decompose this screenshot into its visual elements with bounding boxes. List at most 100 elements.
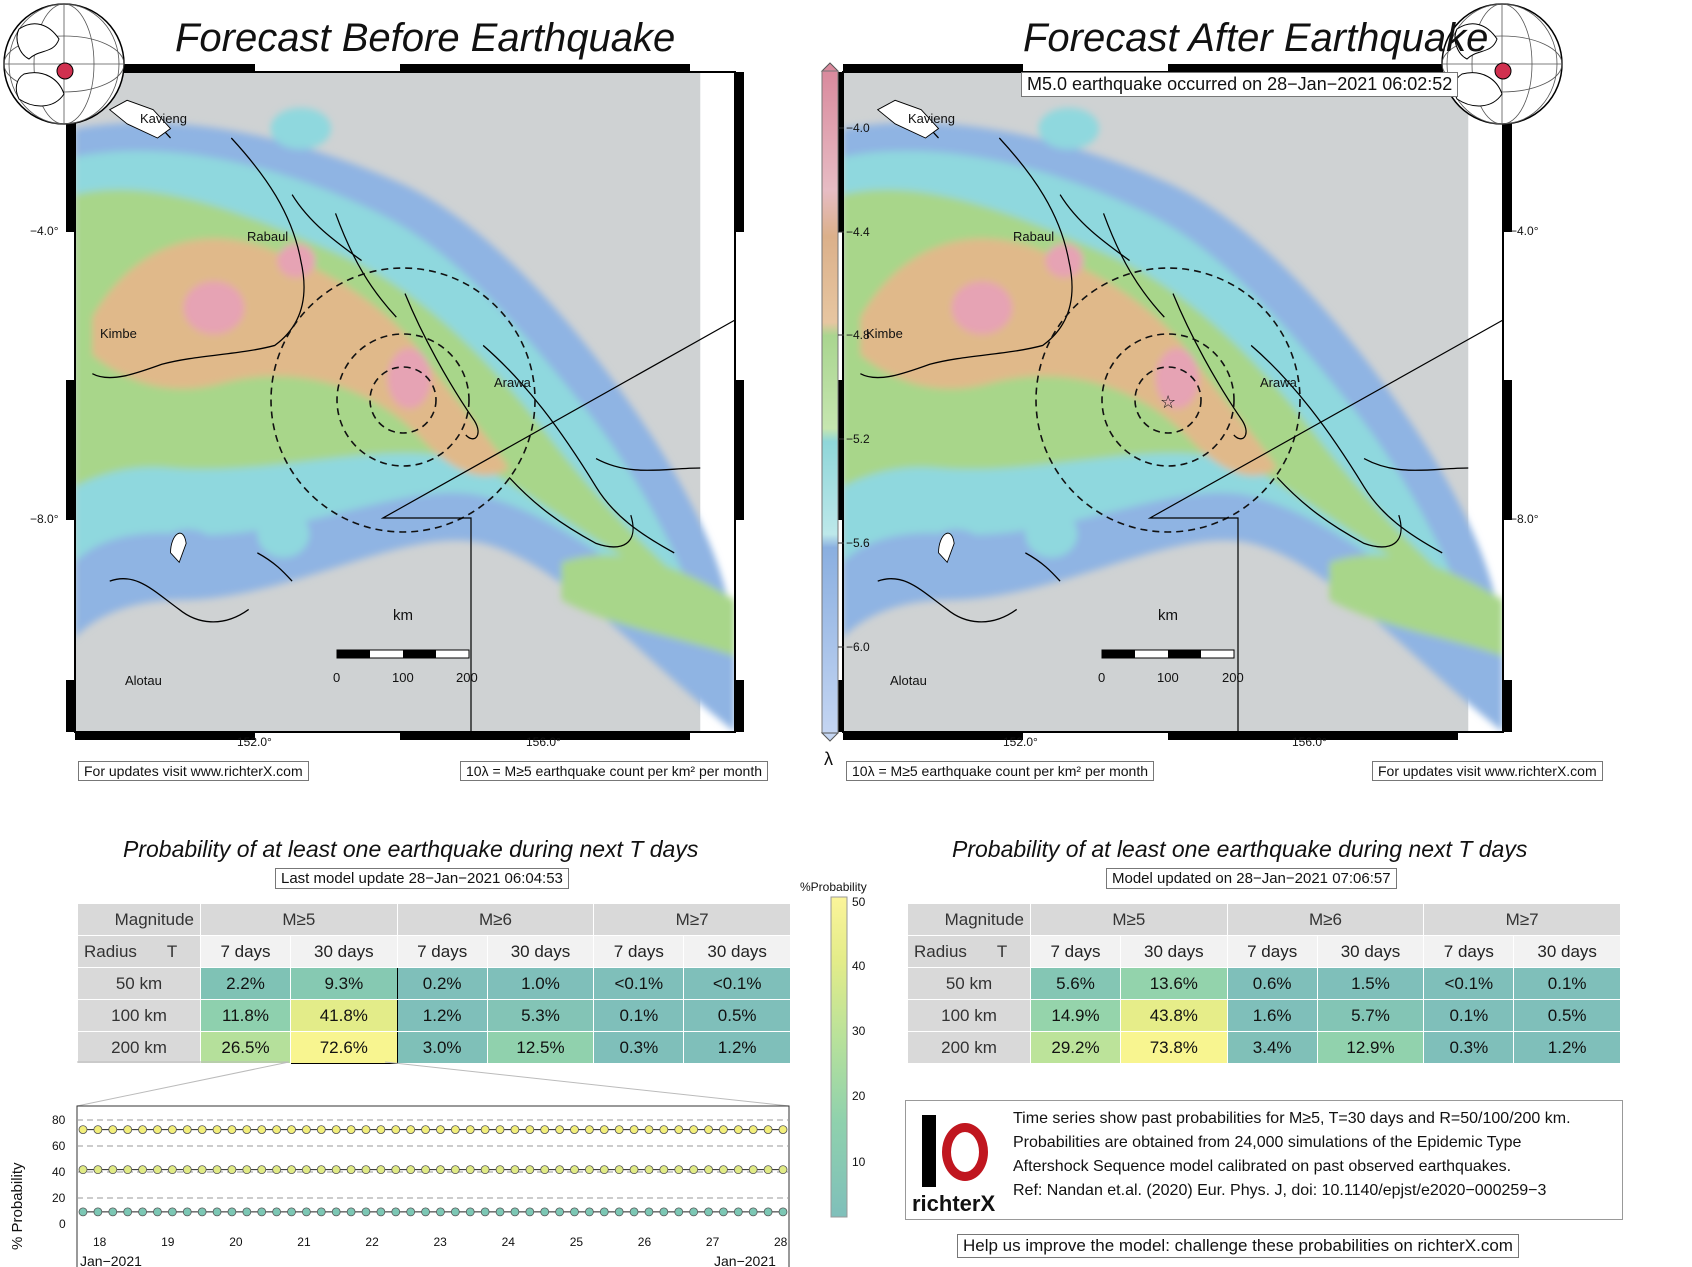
header-m7: M≥7 (1423, 903, 1621, 936)
ts-point (644, 1165, 654, 1175)
prob-cell: 72.6% (290, 1031, 398, 1064)
epicenter-star-icon: ☆ (1160, 392, 1176, 412)
row-radius: 200 km (907, 1031, 1031, 1064)
ts-point (182, 1207, 192, 1217)
ts-point (674, 1207, 684, 1217)
lat-label-8: −8.0° (30, 512, 59, 526)
lambda-colorbar: −4.0 −4.4 −4.8 −5.2 −5.6 −6.0 λ (820, 62, 870, 769)
cb-tick-3: −5.2 (846, 432, 870, 446)
ts-point (93, 1165, 103, 1175)
ts-point (495, 1207, 505, 1217)
ts-point (689, 1165, 699, 1175)
ts-point (719, 1207, 728, 1217)
prob-cell: <0.1% (1423, 967, 1515, 1000)
ts-point (257, 1165, 267, 1175)
period: 30 days (486, 935, 595, 968)
period: 30 days (290, 935, 398, 968)
ts-point (421, 1125, 430, 1135)
period: 7 days (593, 935, 685, 968)
ts-xtick-label: 19 (161, 1235, 175, 1249)
prob-cell: 0.1% (1513, 967, 1621, 1000)
ts-point (644, 1125, 654, 1135)
pcb-tick-30: 30 (852, 1024, 866, 1038)
ts-point (570, 1125, 579, 1135)
ts-xtick-label: 26 (638, 1235, 652, 1249)
after-update-note[interactable]: For updates visit www.richterX.com (1372, 761, 1603, 781)
ts-point (108, 1207, 118, 1217)
before-update-note[interactable]: For updates visit www.richterX.com (78, 761, 309, 781)
table-row: 100 km 14.9% 43.8% 1.6% 5.7% 0.1% 0.5% (907, 999, 1621, 1032)
ts-point (599, 1125, 609, 1135)
cb-tick-2: −4.8 (846, 328, 870, 342)
ts-point (138, 1125, 147, 1135)
ts-ylabel: % Probability (9, 1162, 26, 1250)
ts-point (212, 1165, 222, 1175)
header-m6: M≥6 (1226, 903, 1425, 936)
ts-point (748, 1165, 758, 1175)
prob-cell: 0.3% (593, 1031, 685, 1064)
ts-point (242, 1207, 252, 1217)
header-magnitude: Magnitude (907, 903, 1031, 936)
ts-point (525, 1165, 535, 1175)
lon-label-152-after: 152.0° (1003, 735, 1038, 749)
lat-label-4-after: −4.0° (1510, 224, 1539, 238)
ts-point (376, 1207, 386, 1217)
ts-point (555, 1165, 564, 1175)
prob-cell: 1.5% (1316, 967, 1425, 1000)
ts-point (599, 1165, 609, 1175)
title-after: Forecast After Earthquake (1023, 16, 1489, 60)
ts-point (584, 1165, 594, 1175)
header-m5: M≥5 (1030, 903, 1228, 936)
ts-point (540, 1207, 550, 1217)
table-row: 50 km 5.6% 13.6% 0.6% 1.5% <0.1% 0.1% (907, 967, 1621, 1000)
period: 7 days (1030, 935, 1121, 968)
ts-xtick-label: 23 (434, 1235, 448, 1249)
prob-cell: 1.6% (1226, 999, 1318, 1032)
ts-point (197, 1207, 207, 1217)
logo-text: richterX (912, 1191, 996, 1216)
ts-point (108, 1125, 118, 1135)
ts-point (659, 1207, 669, 1217)
ts-point (167, 1165, 177, 1175)
scale-bar-after (1101, 649, 1235, 659)
ts-xtick-label: 20 (229, 1235, 243, 1249)
pcb-tick-40: 40 (852, 959, 866, 973)
ts-point (272, 1165, 282, 1175)
ts-point (480, 1165, 490, 1175)
ts-point (555, 1207, 564, 1217)
ts-point (704, 1165, 713, 1175)
period: 30 days (683, 935, 791, 968)
ts-point (242, 1165, 252, 1175)
scale-bar (336, 649, 470, 659)
prob-cell: 5.3% (486, 999, 595, 1032)
map-before-field (75, 72, 735, 732)
lon-label-156: 156.0° (526, 735, 561, 749)
ts-point (346, 1125, 356, 1135)
prob-cell: 1.0% (486, 967, 595, 1000)
period: 30 days (1120, 935, 1228, 968)
prob-cell: 3.4% (1226, 1031, 1318, 1064)
prob-cell: 0.1% (1423, 999, 1515, 1032)
prob-colorbar: 50 40 30 20 10 (830, 896, 866, 1218)
help-link[interactable]: Help us improve the model: challenge the… (957, 1234, 1519, 1258)
table-row: 100 km 11.8% 41.8% 1.2% 5.3% 0.1% 0.5% (77, 999, 791, 1032)
ts-point (331, 1165, 341, 1175)
ts-point (331, 1207, 341, 1217)
ts-point (436, 1125, 445, 1135)
lat-label-4: −4.0° (30, 224, 59, 238)
ts-point (153, 1165, 162, 1175)
scale-tick-100-after: 100 (1157, 670, 1179, 685)
ts-point (376, 1125, 386, 1135)
ts-point (763, 1125, 773, 1135)
ts-xlabel-right: Jan−2021 (714, 1253, 776, 1267)
cb-tick-0: −4.0 (846, 121, 870, 135)
prob-cell: 2.2% (200, 967, 291, 1000)
prob-cell: 11.8% (200, 999, 291, 1032)
prob-cell: <0.1% (593, 967, 685, 1000)
ts-point (629, 1207, 639, 1217)
ts-point (540, 1125, 550, 1135)
prob-cell: 0.1% (593, 999, 685, 1032)
ts-point (763, 1207, 773, 1217)
table-row: 200 km 29.2% 73.8% 3.4% 12.9% 0.3% 1.2% (907, 1031, 1621, 1064)
ts-point (227, 1165, 237, 1175)
